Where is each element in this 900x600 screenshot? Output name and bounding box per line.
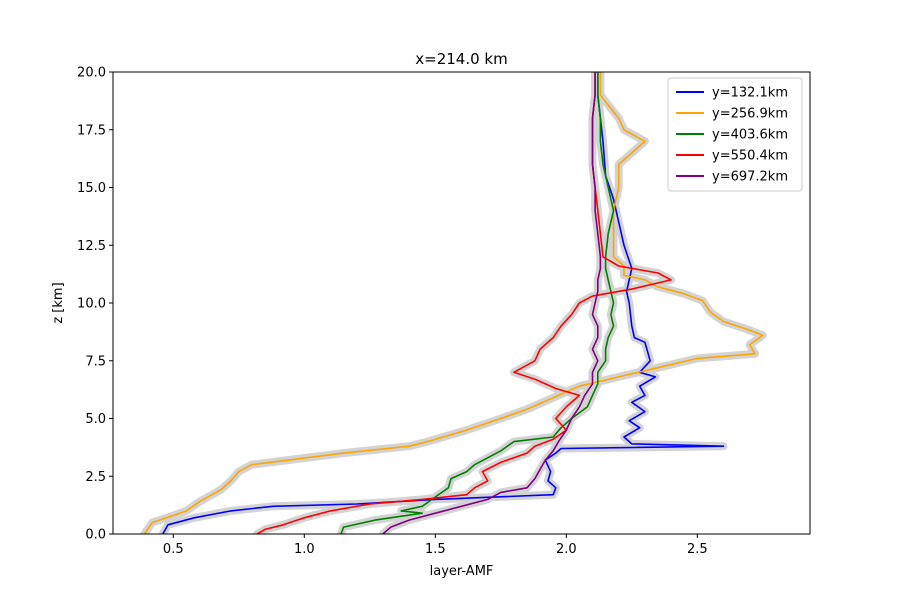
legend-entry: y=403.6km — [712, 128, 788, 143]
series-line-4 — [256, 72, 672, 534]
chart-title: x=214.0 km — [415, 50, 507, 68]
legend-entry: y=550.4km — [712, 149, 788, 164]
x-axis-label: layer-AMF — [430, 564, 494, 579]
legend: y=132.1km y=256.9km y=403.6km y=550.4km y=69… — [667, 77, 803, 192]
plot-area: 0.5 1.0 1.5 2.0 2.5 0.0 2.5 5.0 7.5 10.0 12.5 15.0 1… — [77, 66, 811, 557]
y-tick-label: 10.0 — [77, 297, 106, 312]
series-group — [140, 72, 767, 534]
legend-entry: y=697.2km — [712, 170, 788, 185]
legend-box — [667, 77, 803, 192]
x-tick-label: 2.5 — [687, 542, 708, 557]
y-tick-label: 2.5 — [85, 470, 106, 485]
y-tick-label: 12.5 — [77, 239, 106, 254]
y-tick-label: 15.0 — [77, 181, 106, 196]
series-line-3 — [340, 72, 615, 534]
x-tick-label: 1.0 — [294, 542, 315, 557]
series-line-2 — [143, 72, 764, 534]
uncertainty-band-4 — [253, 72, 676, 534]
y-axis-label: z [km] — [51, 282, 66, 323]
legend-entry: y=132.1km — [712, 86, 788, 101]
y-tick-label: 0.0 — [85, 528, 106, 543]
y-tick-label: 7.5 — [85, 354, 106, 369]
series-line-1 — [162, 72, 725, 534]
y-tick-label: 5.0 — [85, 412, 106, 427]
x-tick-label: 2.0 — [556, 542, 577, 557]
uncertainty-band-3 — [337, 72, 618, 534]
x-tick-label: 1.5 — [425, 542, 446, 557]
series-line-5 — [382, 72, 602, 534]
y-tick-label: 17.5 — [77, 123, 106, 138]
legend-entry: y=256.9km — [712, 107, 788, 122]
y-tick-label: 20.0 — [77, 66, 106, 81]
x-tick-label: 0.5 — [163, 542, 184, 557]
